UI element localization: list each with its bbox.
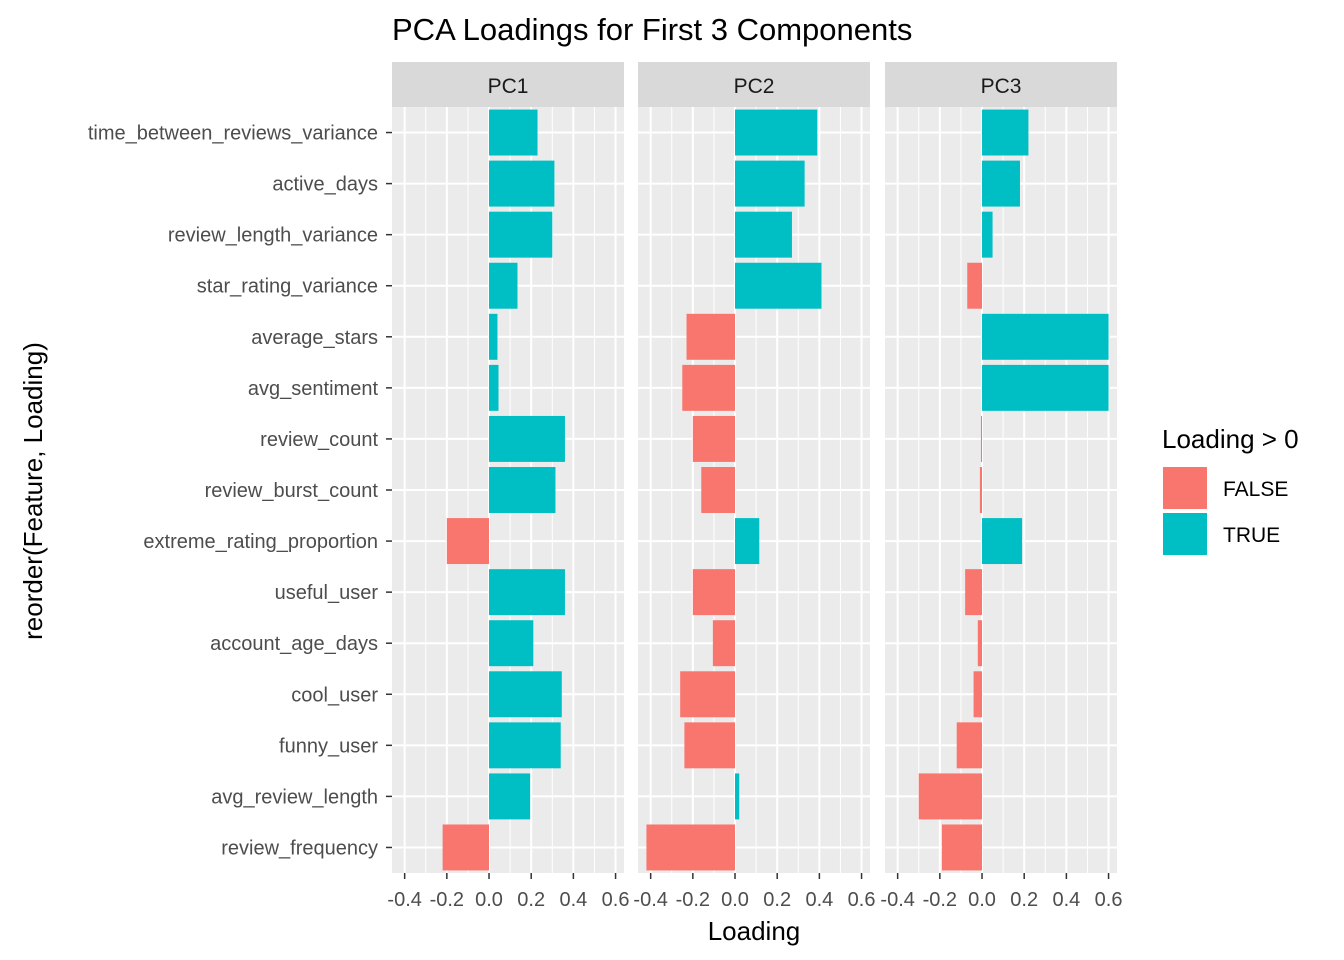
- y-axis-title: reorder(Feature, Loading): [18, 342, 48, 640]
- x-tick-label: -0.4: [880, 889, 914, 911]
- x-tick-label: 0.4: [805, 889, 833, 911]
- y-tick-label: review_count: [260, 429, 378, 451]
- bar-pc2-account_age_days: [712, 620, 736, 667]
- y-tick-label: average_stars: [251, 327, 378, 349]
- y-tick-label: funny_user: [279, 735, 378, 757]
- bar-pc2-time_between_reviews_variance: [735, 109, 818, 156]
- bar-pc3-active_days: [982, 160, 1020, 207]
- y-tick-label: account_age_days: [210, 633, 378, 655]
- y-tick-label: review_burst_count: [205, 480, 379, 502]
- facet-panel-pc2: PC2 -0.4 -0.2 0.0 0.2 0.4 0.6: [633, 62, 875, 911]
- facet-strip: [885, 62, 1117, 107]
- bar-pc2-active_days: [735, 160, 805, 207]
- x-tick-label: -0.4: [387, 889, 421, 911]
- bar-pc2-extreme_rating_proportion: [735, 518, 760, 565]
- bar-pc3-useful_user: [965, 569, 983, 616]
- x-tick-label: 0.6: [1095, 889, 1123, 911]
- bar-pc1-review_length_variance: [489, 211, 553, 258]
- bar-pc3-review_burst_count: [979, 467, 983, 513]
- bar-pc2-useful_user: [692, 569, 736, 616]
- y-axis: time_between_reviews_variance active_days…: [88, 123, 392, 859]
- y-tick-label: cool_user: [291, 684, 378, 706]
- bar-pc3-funny_user: [956, 722, 983, 769]
- bar-pc3-time_between_reviews_variance: [982, 109, 1029, 156]
- bar-pc1-useful_user: [489, 569, 565, 616]
- bar-pc1-active_days: [489, 160, 555, 207]
- y-tick-label: review_frequency: [221, 837, 378, 859]
- y-tick-label: review_length_variance: [168, 225, 378, 247]
- bar-pc2-review_burst_count: [701, 467, 736, 513]
- bar-pc3-review_count: [980, 415, 983, 462]
- bar-pc2-review_length_variance: [735, 211, 792, 258]
- facet-panel-pc1: PC1 -0.4 -0.2 0.0 0.2 0.4 0.6: [387, 62, 629, 911]
- bar-pc2-avg_sentiment: [682, 364, 736, 411]
- x-tick-label: 0.6: [848, 889, 876, 911]
- legend-key-true: [1163, 513, 1207, 555]
- bar-pc1-review_burst_count: [489, 467, 556, 513]
- bar-pc1-average_stars: [489, 313, 498, 360]
- y-tick-label: useful_user: [275, 582, 379, 604]
- x-tick-label: 0.6: [602, 889, 630, 911]
- x-tick-label: 0.2: [1010, 889, 1038, 911]
- facet-strip-label: PC2: [734, 75, 775, 98]
- bar-pc3-avg_sentiment: [982, 364, 1109, 411]
- bar-pc3-review_length_variance: [982, 211, 993, 258]
- x-tick-label: 0.0: [721, 889, 749, 911]
- bar-pc1-funny_user: [489, 722, 561, 769]
- x-tick-label: 0.2: [517, 889, 545, 911]
- x-tick-label: -0.2: [923, 889, 957, 911]
- x-tick-label: 0.2: [763, 889, 791, 911]
- bar-pc2-funny_user: [684, 722, 736, 769]
- bar-pc3-review_frequency: [941, 824, 983, 871]
- y-tick-label: avg_sentiment: [248, 378, 379, 400]
- x-tick-label: 0.0: [968, 889, 996, 911]
- x-tick-label: 0.4: [1052, 889, 1080, 911]
- facet-strip-label: PC1: [488, 75, 529, 98]
- bar-pc1-extreme_rating_proportion: [446, 518, 490, 565]
- facet-panels: PC1 -0.4 -0.2 0.0 0.2 0.4 0.6 PC2 -0.4 -0.2 0.0 0.2…: [387, 62, 1122, 911]
- x-tick-label: -0.4: [633, 889, 667, 911]
- bar-pc3-account_age_days: [977, 620, 983, 667]
- facet-strip-label: PC3: [981, 75, 1022, 98]
- y-tick-label: active_days: [272, 174, 378, 196]
- bar-pc2-review_count: [692, 415, 736, 462]
- bar-pc1-cool_user: [489, 671, 562, 718]
- bar-pc2-average_stars: [686, 313, 736, 360]
- legend-key-false: [1163, 467, 1207, 509]
- x-axis-title: Loading: [708, 916, 801, 946]
- x-tick-label: -0.2: [676, 889, 710, 911]
- y-tick-label: avg_review_length: [211, 786, 378, 808]
- bar-pc3-avg_review_length: [918, 773, 983, 820]
- bar-pc3-average_stars: [982, 313, 1109, 360]
- legend: Loading > 0 FALSE TRUE: [1162, 424, 1299, 555]
- bar-pc1-avg_sentiment: [489, 364, 499, 411]
- bar-pc2-avg_review_length: [735, 773, 740, 820]
- x-tick-label: 0.4: [559, 889, 587, 911]
- bar-pc1-review_count: [489, 415, 565, 462]
- bar-pc2-star_rating_variance: [735, 262, 822, 309]
- y-tick-label: time_between_reviews_variance: [88, 123, 378, 145]
- bar-pc1-review_frequency: [442, 824, 490, 871]
- x-tick-label: -0.2: [430, 889, 464, 911]
- bar-pc1-time_between_reviews_variance: [489, 109, 538, 156]
- bar-pc1-star_rating_variance: [489, 262, 518, 309]
- y-tick-label: star_rating_variance: [197, 276, 378, 298]
- bar-pc3-extreme_rating_proportion: [982, 518, 1023, 565]
- facet-strip: [392, 62, 624, 107]
- facet-panel-pc3: PC3 -0.4 -0.2 0.0 0.2 0.4 0.6: [880, 62, 1122, 911]
- bar-pc1-account_age_days: [489, 620, 534, 667]
- bar-pc3-cool_user: [973, 671, 983, 718]
- legend-title: Loading > 0: [1162, 424, 1299, 454]
- legend-label-true: TRUE: [1223, 524, 1280, 547]
- bar-pc1-avg_review_length: [489, 773, 531, 820]
- chart-title: PCA Loadings for First 3 Components: [392, 12, 912, 47]
- bar-pc3-star_rating_variance: [967, 262, 983, 309]
- bar-pc2-cool_user: [680, 671, 736, 718]
- y-tick-label: extreme_rating_proportion: [143, 531, 378, 553]
- facet-strip: [638, 62, 870, 107]
- bar-pc2-review_frequency: [646, 824, 736, 871]
- legend-label-false: FALSE: [1223, 478, 1288, 501]
- x-tick-label: 0.0: [475, 889, 503, 911]
